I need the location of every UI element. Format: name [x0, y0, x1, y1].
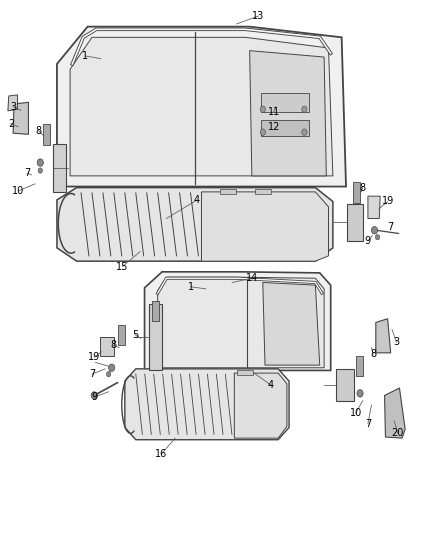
Text: 9: 9 — [91, 392, 97, 402]
Polygon shape — [368, 196, 380, 219]
Bar — [152, 301, 159, 321]
Polygon shape — [70, 37, 333, 176]
Circle shape — [109, 364, 115, 372]
Bar — [255, 189, 271, 194]
Text: 10: 10 — [350, 408, 362, 418]
Polygon shape — [234, 373, 287, 438]
Circle shape — [91, 392, 97, 399]
Text: 8: 8 — [360, 183, 366, 192]
Bar — [118, 325, 125, 345]
Polygon shape — [158, 277, 324, 368]
Text: 7: 7 — [24, 168, 30, 178]
Polygon shape — [336, 369, 354, 401]
Circle shape — [302, 129, 307, 135]
Polygon shape — [250, 51, 326, 176]
Polygon shape — [376, 319, 391, 353]
Circle shape — [357, 390, 363, 397]
Text: 7: 7 — [387, 222, 393, 232]
Bar — [356, 356, 363, 376]
Polygon shape — [149, 304, 162, 370]
Text: 4: 4 — [268, 380, 274, 390]
Text: 1: 1 — [187, 282, 194, 292]
Text: 16: 16 — [155, 449, 167, 459]
Text: 20: 20 — [392, 428, 404, 438]
Bar — [353, 182, 360, 203]
Text: 8: 8 — [35, 126, 42, 135]
Bar — [43, 124, 50, 145]
Text: 5: 5 — [132, 330, 138, 340]
Text: 7: 7 — [89, 369, 95, 379]
Circle shape — [37, 159, 43, 166]
Polygon shape — [263, 282, 320, 365]
Polygon shape — [13, 102, 28, 134]
Polygon shape — [53, 144, 66, 192]
Polygon shape — [8, 95, 18, 111]
Text: 3: 3 — [393, 337, 399, 347]
Text: 4: 4 — [194, 195, 200, 205]
Text: 8: 8 — [110, 341, 116, 350]
Circle shape — [260, 106, 265, 112]
Circle shape — [260, 129, 265, 135]
Polygon shape — [125, 369, 289, 440]
Polygon shape — [100, 337, 114, 356]
Text: 11: 11 — [268, 107, 280, 117]
Text: 12: 12 — [268, 122, 280, 132]
Text: 15: 15 — [117, 262, 129, 271]
Text: 7: 7 — [365, 419, 371, 429]
Text: 2: 2 — [8, 119, 14, 128]
Text: 19: 19 — [88, 352, 100, 362]
Text: 9: 9 — [365, 236, 371, 246]
Polygon shape — [385, 388, 405, 438]
Polygon shape — [201, 192, 328, 261]
Text: 19: 19 — [381, 197, 394, 206]
Circle shape — [375, 235, 380, 240]
Polygon shape — [145, 272, 331, 370]
Circle shape — [106, 372, 111, 377]
Bar — [261, 120, 309, 136]
Circle shape — [38, 168, 42, 173]
Polygon shape — [347, 204, 363, 241]
Text: 3: 3 — [10, 102, 16, 111]
Bar — [220, 189, 236, 194]
Polygon shape — [57, 188, 333, 261]
Text: 8: 8 — [370, 350, 376, 359]
Bar — [237, 370, 253, 375]
Text: 14: 14 — [246, 273, 258, 283]
Circle shape — [371, 227, 378, 234]
Text: 13: 13 — [252, 11, 265, 21]
Circle shape — [302, 106, 307, 112]
Text: 10: 10 — [12, 186, 25, 196]
Text: 1: 1 — [82, 51, 88, 61]
Polygon shape — [57, 27, 346, 187]
Bar — [261, 93, 309, 112]
